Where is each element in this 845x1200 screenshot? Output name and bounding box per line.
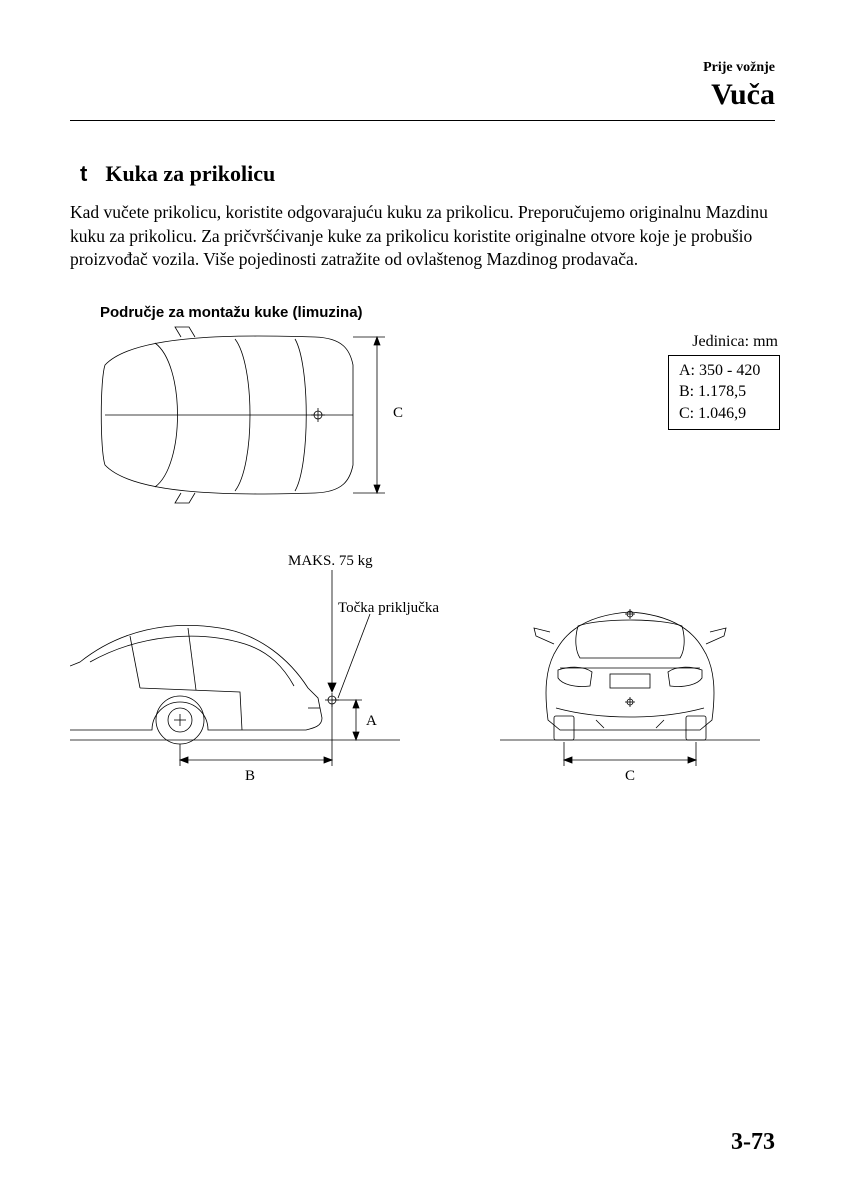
spec-b: B: 1.178,5: [679, 381, 769, 403]
dim-c-top: C: [393, 405, 403, 422]
top-view-svg: [95, 325, 405, 505]
chapter-name: Prije vožnje: [70, 60, 775, 76]
body-paragraph: Kad vučete prikolicu, koristite odgovara…: [70, 201, 775, 272]
subsection-marker: t: [80, 161, 87, 187]
rear-view-svg: [500, 570, 760, 790]
page-number: 3-73: [731, 1129, 775, 1156]
spec-a: A: 350 - 420: [679, 360, 769, 382]
dim-c-bottom: C: [625, 768, 635, 785]
dim-b: B: [245, 768, 255, 785]
header-rule: [70, 120, 775, 121]
page-header: Prije vožnje Vuča: [70, 60, 775, 112]
subsection-title: Kuka za prikolicu: [105, 161, 275, 187]
section-title: Vuča: [70, 78, 775, 112]
annot-max-load: MAKS. 75 kg: [288, 553, 373, 570]
diagram-area: Jedinica: mm A: 350 - 420 B: 1.178,5 C: …: [70, 325, 780, 805]
diagram-caption: Područje za montažu kuke (limuzina): [100, 304, 775, 321]
unit-label: Jedinica: mm: [692, 333, 778, 351]
dim-a: A: [366, 713, 377, 730]
side-view-svg: [70, 570, 400, 790]
spec-box: A: 350 - 420 B: 1.178,5 C: 1.046,9: [668, 355, 780, 430]
spec-c: C: 1.046,9: [679, 403, 769, 425]
subsection-heading: t Kuka za prikolicu: [80, 161, 775, 187]
